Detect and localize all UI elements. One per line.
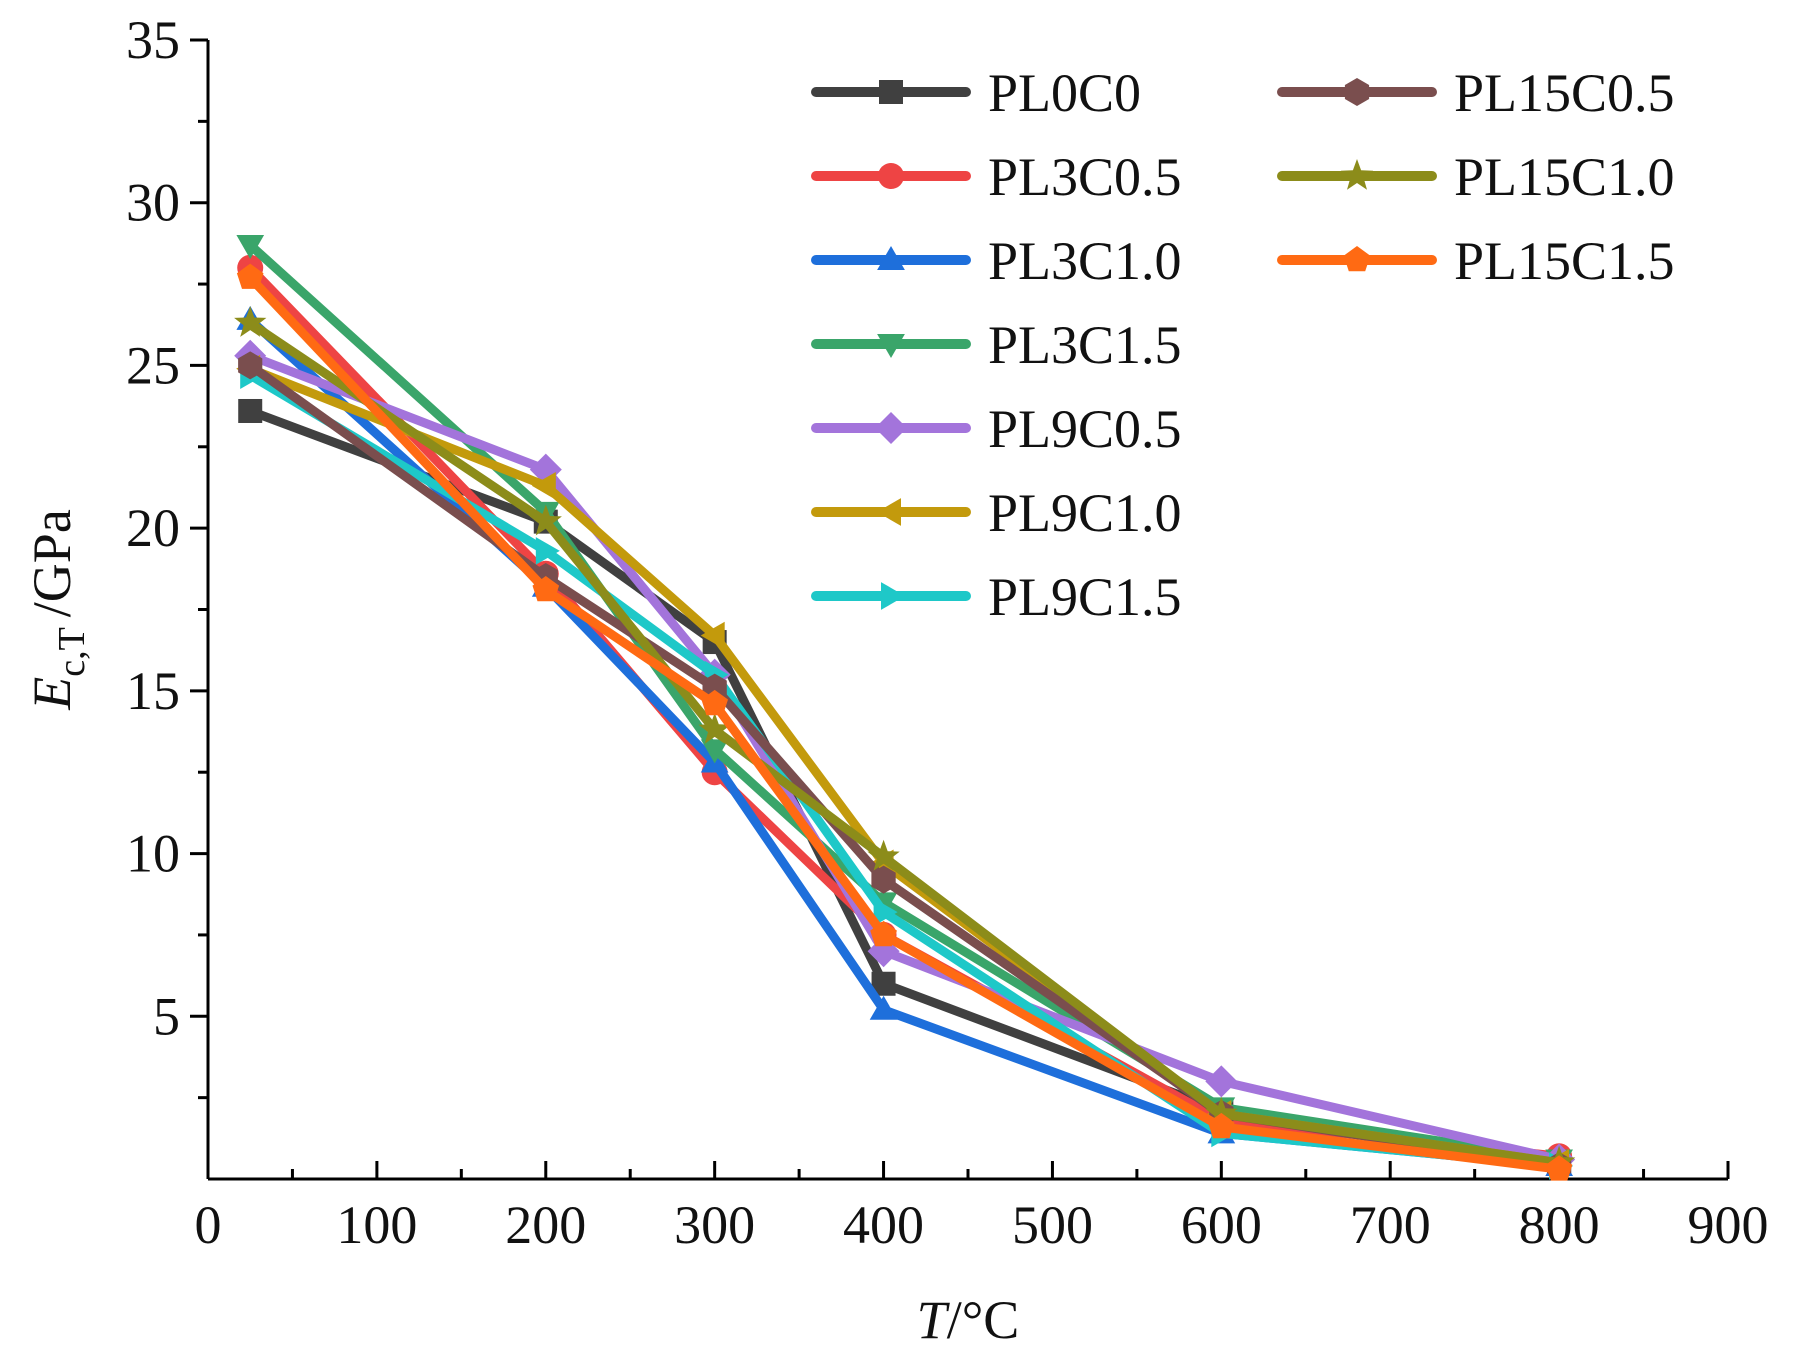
data-point-PL9C1.0	[700, 621, 725, 650]
data-point-PL15C1.5	[236, 263, 264, 289]
data-point-PL15C1.5	[532, 576, 560, 602]
y-tick-label: 5	[153, 986, 180, 1046]
data-point-PL15C1.5	[701, 689, 728, 716]
data-point-PL0C0	[238, 398, 263, 423]
y-tick-label: 10	[126, 824, 180, 884]
legend-label: PL3C1.5	[988, 315, 1182, 375]
legend-item-PL15C0.5: PL15C0.5	[1277, 63, 1675, 123]
data-point-PL3C1.5	[236, 235, 265, 259]
legend-marker-PL9C0.5	[875, 412, 907, 444]
x-tick-label: 600	[1181, 1195, 1262, 1255]
legend-item-PL3C0.5: PL3C0.5	[811, 147, 1182, 207]
legend-label: PL15C1.0	[1454, 147, 1675, 207]
x-axis-title: T/°C	[917, 1290, 1020, 1350]
legend-label: PL0C0	[988, 63, 1141, 123]
series-line-PL0C0	[245, 406, 1564, 1168]
y-tick-label: 20	[126, 498, 180, 558]
y-axis-title: Ec,T/GPa	[22, 509, 93, 711]
legend-label: PL3C1.0	[988, 231, 1182, 291]
legend-marker-PL15C0.5	[1344, 78, 1370, 106]
axis-titles: T/°C Ec,T/GPa	[22, 509, 1019, 1350]
x-tick-label: 400	[843, 1195, 924, 1255]
data-point-PL15C1.5	[1208, 1112, 1235, 1139]
legend-label: PL15C0.5	[1454, 63, 1675, 123]
x-tick-label: 200	[505, 1195, 586, 1255]
legend-marker-PL3C1.5	[877, 334, 905, 358]
data-point-PL15C0.5	[238, 351, 263, 380]
data-point-PL9C1.5	[535, 537, 560, 565]
data-point-PL9C1.0	[531, 472, 556, 500]
legend-item-PL15C1.0: PL15C1.0	[1277, 147, 1675, 207]
y-tick-label: 15	[126, 661, 180, 721]
y-tick-label: 35	[126, 10, 180, 70]
data-point-PL15C1.0	[867, 839, 900, 871]
legend-marker-PL15C1.0	[1340, 159, 1374, 190]
legend-label: PL9C1.5	[988, 567, 1182, 627]
series-line-PL3C1.5	[245, 240, 1564, 1164]
legend-marker-PL0C0	[879, 80, 903, 104]
legend-item-PL3C1.5: PL3C1.5	[811, 315, 1182, 375]
data-point-PL3C1.5	[700, 739, 729, 764]
legend-label: PL9C1.0	[988, 483, 1182, 543]
legend-label: PL3C0.5	[988, 147, 1182, 207]
x-tick-label: 900	[1688, 1195, 1769, 1255]
series-line-PL15C1.0	[245, 318, 1564, 1168]
legend-label: PL9C0.5	[988, 399, 1182, 459]
series-line-PL9C1.5	[245, 370, 1564, 1171]
data-point-PL9C0.5	[1205, 1065, 1238, 1098]
data-point-PL15C1.5	[1545, 1155, 1573, 1181]
y-axis-unit: /GPa	[22, 509, 82, 617]
data-point-PL15C1.0	[234, 306, 267, 337]
series-PL15C1.0	[234, 306, 1576, 1177]
data-point-PL15C0.5	[871, 865, 896, 894]
legend-marker-PL9C1.0	[877, 498, 901, 526]
x-tick-label: 0	[195, 1195, 222, 1255]
legend-item-PL9C0.5: PL9C0.5	[811, 399, 1182, 459]
legend-item-PL0C0: PL0C0	[811, 63, 1141, 123]
legend-item-PL9C1.0: PL9C1.0	[811, 483, 1182, 543]
legend-label: PL15C1.5	[1454, 231, 1675, 291]
series-PL15C1.5	[236, 263, 1573, 1181]
series-PL3C1.5	[236, 235, 1573, 1174]
data-point-PL15C1.5	[870, 920, 897, 947]
legend-item-PL9C1.5: PL9C1.5	[811, 567, 1182, 627]
legend-marker-PL3C0.5	[878, 163, 904, 189]
legend-marker-PL9C1.5	[881, 582, 905, 610]
x-tick-label: 300	[674, 1195, 755, 1255]
x-tick-label: 700	[1350, 1195, 1431, 1255]
series-layer	[234, 235, 1576, 1181]
y-axis-subscript: c,T	[51, 627, 93, 677]
y-tick-label: 25	[126, 335, 180, 395]
y-tick-label: 30	[126, 173, 180, 233]
data-point-PL15C1.0	[529, 504, 562, 536]
data-point-PL15C1.0	[698, 712, 731, 744]
x-tick-label: 100	[336, 1195, 417, 1255]
data-point-PL9C1.5	[873, 898, 898, 926]
series-line-PL15C1.5	[245, 273, 1564, 1174]
x-axis-unit: /°C	[947, 1290, 1020, 1350]
data-point-PL3C1.0	[869, 995, 898, 1020]
data-point-PL15C1.0	[1205, 1096, 1238, 1128]
legend-item-PL3C1.0: PL3C1.0	[811, 231, 1182, 291]
y-axis-var: E	[22, 677, 82, 711]
axes: 5 10 15 20 25 30 35 0 100 200 300 400 500 600 700 800 90…	[126, 10, 1769, 1255]
series-line-PL3C0.5	[245, 263, 1564, 1161]
x-tick-label: 500	[1012, 1195, 1093, 1255]
x-axis-var: T	[917, 1290, 951, 1350]
legend-item-PL15C1.5: PL15C1.5	[1277, 231, 1675, 291]
x-tick-label: 800	[1519, 1195, 1600, 1255]
series-PL3C0.5	[237, 254, 1573, 1170]
legend-marker-PL15C1.5	[1343, 246, 1371, 272]
legend-marker-PL3C1.0	[877, 246, 905, 270]
series-PL3C1.0	[236, 305, 1573, 1176]
legend: PL0C0 PL3C0.5 PL3C1.0 PL3C1.5 PL9C0.5 PL9C1.0…	[811, 63, 1675, 627]
